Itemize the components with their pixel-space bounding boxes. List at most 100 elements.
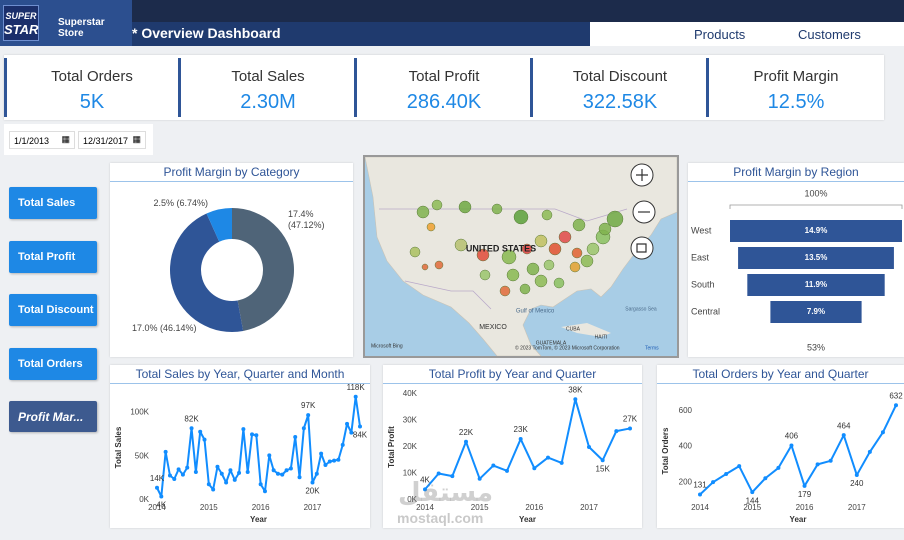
store-name: Superstar Store (58, 17, 105, 39)
point (232, 477, 237, 482)
chart-plot (170, 208, 294, 332)
point (880, 430, 885, 435)
funnel-top-label: 100% (804, 188, 827, 198)
map-bubble (521, 243, 533, 255)
data-label: 179 (798, 490, 812, 499)
kpi-divider (178, 58, 181, 117)
title-underline (383, 383, 642, 384)
map-bubble (598, 222, 612, 236)
map-label: UNITED STATES (466, 243, 536, 253)
chart-plot: 0K 10K 20K 30K 40K 2014 2015 2016 2017 Year Total … (387, 385, 638, 524)
date-text: 12/31/2017 (83, 136, 129, 146)
point (358, 424, 362, 429)
chart-panel: Total Sales by Year, Quarter and Month 0K… (110, 365, 370, 528)
map-label: Gulf of Mexico (516, 309, 555, 315)
point (327, 459, 332, 464)
point (546, 455, 550, 460)
data-label: 17.0% (46.14%) (132, 323, 197, 333)
map-bubble (501, 249, 517, 265)
nav-button[interactable]: Total Discount (9, 294, 97, 326)
point (776, 465, 781, 470)
category-label: Central (691, 306, 720, 316)
date-input[interactable]: 12/31/2017 ▦ (78, 131, 146, 149)
map-bubble (458, 200, 472, 214)
point (737, 464, 742, 469)
point (319, 451, 324, 456)
map-bubble (534, 234, 548, 248)
data-label: 7.9% (807, 307, 825, 316)
map-panel: UNITED STATES MEXICO Gulf of Mexico CUBA HAI… (363, 155, 679, 358)
map-bubble (569, 261, 581, 273)
kpi-divider (354, 58, 357, 117)
funnel-bar (747, 274, 885, 296)
logo: SUPER STAR (3, 5, 39, 41)
donut-slice (170, 213, 244, 332)
kpi-label: Total Profit (408, 68, 480, 85)
point (172, 477, 177, 481)
point (202, 437, 207, 442)
nav-button[interactable]: Profit Mar... (9, 401, 97, 432)
point (614, 429, 619, 434)
point (258, 482, 263, 487)
donut-slice (206, 208, 232, 242)
data-label: 406 (785, 432, 799, 441)
point (464, 439, 468, 444)
map-bubble (479, 269, 491, 281)
data-label: 144 (746, 496, 760, 505)
x-tick-label: 2016 (252, 503, 270, 512)
title-underline (110, 383, 370, 384)
map-bubble (409, 246, 421, 258)
data-label: 97K (301, 401, 316, 410)
point (293, 435, 298, 439)
point (211, 487, 216, 492)
logo-block: SUPER STAR Superstar Store (0, 0, 132, 46)
point (193, 470, 198, 474)
kpi-label: Total Sales (231, 68, 305, 85)
map-bubble (541, 209, 553, 221)
data-label: 27K (623, 415, 638, 424)
data-label: 38K (568, 385, 583, 394)
point (314, 471, 319, 476)
zoom-button[interactable] (630, 236, 654, 260)
nav-button[interactable]: Total Profit (9, 241, 97, 273)
map-label: GUATEMALA (536, 340, 567, 346)
category-label: East (691, 252, 710, 262)
x-tick-label: 2015 (743, 503, 761, 512)
kpi-value: 2.30M (240, 91, 296, 113)
map-bubble (553, 277, 565, 289)
calendar-icon: ▦ (132, 134, 141, 144)
point (353, 394, 358, 399)
calendar-icon: ▦ (61, 134, 70, 144)
map-bubble (571, 247, 583, 259)
map-bubble (519, 283, 531, 295)
point (559, 460, 564, 465)
nav-link[interactable]: Customers (798, 27, 861, 42)
map-bubble (606, 210, 624, 228)
nav-button[interactable]: Total Orders (9, 348, 97, 380)
nav-link[interactable]: Products (694, 27, 746, 42)
chart-title: Total Profit by Year and Quarter (428, 367, 597, 381)
point (254, 433, 259, 438)
map-label: HAITI (595, 334, 608, 340)
point (250, 432, 255, 437)
point (854, 473, 859, 478)
nav-button[interactable]: Total Sales (9, 187, 97, 219)
x-tick-label: 2014 (416, 503, 434, 512)
date-input[interactable]: 1/1/2013 ▦ (9, 131, 75, 149)
map-bubble (534, 274, 548, 288)
data-label: 2.5% (6.74%) (153, 198, 208, 208)
date-range: 1/1/2013 ▦ 12/31/2017 ▦ (4, 124, 153, 155)
kpi-label: Total Discount (572, 68, 668, 85)
data-label: 632 (889, 391, 903, 400)
kpi-divider (530, 58, 533, 117)
map-bubble (513, 209, 529, 225)
point (349, 430, 354, 435)
title-underline (657, 383, 904, 384)
data-label: 4K (156, 501, 166, 510)
chart-title: Profit Margin by Region (733, 165, 859, 179)
point (724, 471, 729, 476)
point (180, 472, 185, 477)
land (561, 323, 611, 337)
point (275, 471, 280, 476)
point (245, 470, 250, 474)
